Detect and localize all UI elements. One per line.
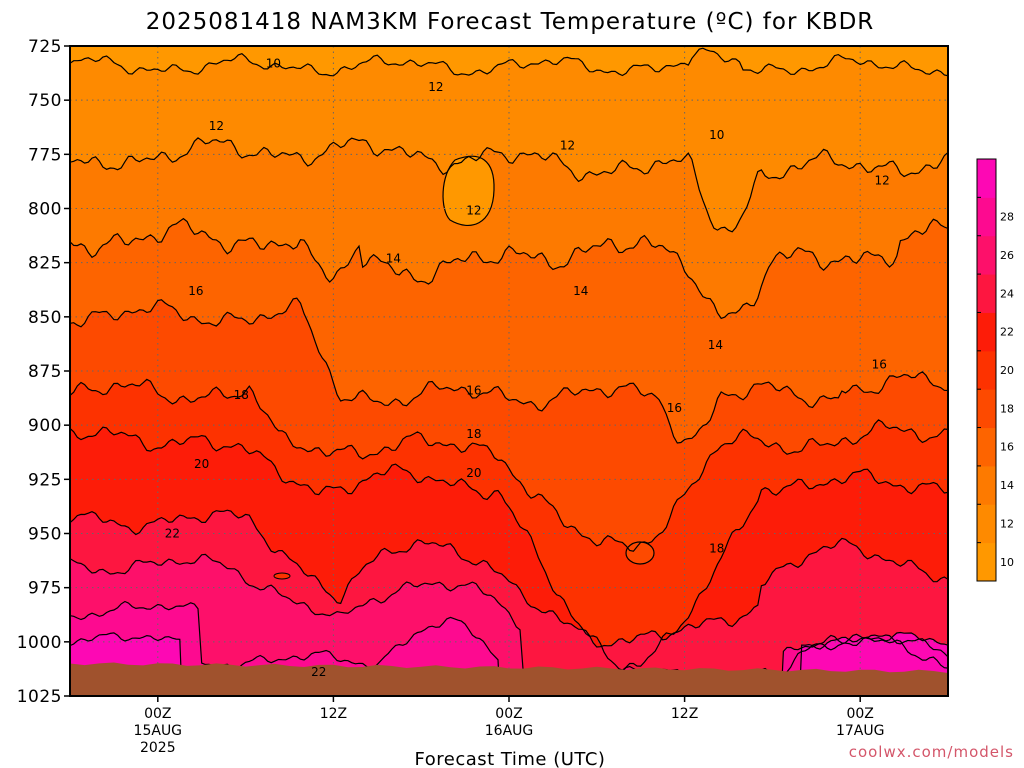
x-tick-date-0: 15AUG xyxy=(134,723,183,739)
colorbar-segment-0 xyxy=(977,542,996,582)
contour-line-28 xyxy=(70,631,948,696)
contour-label-3: 12 xyxy=(560,139,575,153)
y-tick-label-975: 975 xyxy=(28,579,62,599)
contour-line-16 xyxy=(70,297,948,444)
colorbar-segment-9 xyxy=(977,197,996,237)
colorbar-segment-3 xyxy=(977,427,996,467)
contour-line-14 xyxy=(70,217,948,320)
contour-label-8: 16 xyxy=(188,284,203,298)
y-tick-label-900: 900 xyxy=(28,416,62,436)
colorbar-segment-1 xyxy=(977,504,996,544)
x-tick-label-2: 00Z xyxy=(495,706,522,722)
contour-label-10: 14 xyxy=(708,338,723,352)
colorbar-frame xyxy=(976,158,997,582)
contour-label-19: 18 xyxy=(709,542,724,556)
contour-label-12: 16 xyxy=(466,384,481,398)
contour-line-12 xyxy=(70,137,948,233)
colorbar-label-3: 16 xyxy=(1000,441,1014,454)
contour-label-4: 10 xyxy=(709,128,724,142)
contour-label-7: 14 xyxy=(386,251,401,265)
x-axis-label: Forecast Time (UTC) xyxy=(415,749,606,768)
colorbar-segment-2 xyxy=(977,465,996,505)
x-tick-label-0: 00Z xyxy=(144,706,171,722)
contour-label-5: 12 xyxy=(466,204,481,218)
warm-patch-18 xyxy=(625,541,655,565)
contour-label-16: 20 xyxy=(194,457,209,471)
colorbar-label-2: 14 xyxy=(1000,479,1014,492)
contour-line-22 xyxy=(70,509,948,648)
contour-label-15: 18 xyxy=(466,427,481,441)
chart-title: 2025081418 NAM3KM Forecast Temperature (… xyxy=(146,9,875,35)
colorbar-segment-5 xyxy=(977,350,996,390)
contour-line-10 xyxy=(70,47,948,77)
y-tick-label-800: 800 xyxy=(28,200,62,220)
contour-label-6: 12 xyxy=(875,173,890,187)
contour-labels: 10 12 12 12 10 12 12 14 16 14 14 18 16 16 16 18 20 20 22 18… xyxy=(165,56,890,679)
x-tick-label-3: 12Z xyxy=(671,706,698,722)
contour-label-0: 10 xyxy=(266,56,281,70)
colorbar: 10 12 14 16 18 20 22 24 26 28 xyxy=(976,158,1014,582)
colorbar-segment-6 xyxy=(977,312,996,352)
warm-patch-20 xyxy=(273,572,291,580)
colorbar-segment-8 xyxy=(977,235,996,275)
x-tick-label-1: 12Z xyxy=(320,706,347,722)
y-tick-label-950: 950 xyxy=(28,525,62,545)
contour-label-2: 12 xyxy=(209,119,224,133)
ground-surface xyxy=(70,662,948,696)
x-tick-year-0: 2025 xyxy=(140,740,176,756)
contour-label-14: 16 xyxy=(872,358,887,372)
x-tick-label-4: 00Z xyxy=(846,706,873,722)
colorbar-label-0: 10 xyxy=(1000,556,1014,569)
colorbar-label-9: 28 xyxy=(1000,211,1014,224)
contour-label-13: 16 xyxy=(667,401,682,415)
x-tick-date-2: 16AUG xyxy=(485,723,534,739)
y-tick-label-1025: 1025 xyxy=(17,687,62,707)
y-axis: 725 750 775 800 825 850 875 900 925 950 975 1000 102… xyxy=(17,37,70,707)
y-tick-label-775: 775 xyxy=(28,145,62,165)
x-tick-date-4: 17AUG xyxy=(836,723,885,739)
contour-label-9: 14 xyxy=(573,284,588,298)
plot-area xyxy=(70,46,948,696)
colorbar-label-4: 18 xyxy=(1000,402,1014,415)
contour-line-18 xyxy=(70,378,948,552)
contour-label-18: 22 xyxy=(165,527,180,541)
contour-label-11: 18 xyxy=(234,388,249,402)
colorbar-label-7: 24 xyxy=(1000,287,1014,300)
colorbar-segment-7 xyxy=(977,274,996,313)
contour-label-1: 12 xyxy=(428,80,443,94)
colorbar-label-8: 26 xyxy=(1000,249,1014,262)
temperature-bands xyxy=(70,48,948,696)
y-tick-label-725: 725 xyxy=(28,37,62,57)
y-tick-label-1000: 1000 xyxy=(17,633,62,653)
colorbar-segment-10 xyxy=(977,159,996,198)
colorbar-label-5: 20 xyxy=(1000,364,1014,377)
y-tick-label-925: 925 xyxy=(28,470,62,490)
contour-lines xyxy=(70,47,948,696)
colorbar-label-6: 22 xyxy=(1000,326,1014,339)
y-tick-label-825: 825 xyxy=(28,254,62,274)
y-tick-label-875: 875 xyxy=(28,362,62,382)
y-tick-label-750: 750 xyxy=(28,91,62,111)
contour-label-17: 20 xyxy=(466,466,481,480)
colorbar-label-1: 12 xyxy=(1000,518,1014,531)
y-tick-label-850: 850 xyxy=(28,308,62,328)
credit-text: coolwx.com/models xyxy=(849,743,1014,761)
colorbar-segment-4 xyxy=(977,389,996,429)
contour-line-20 xyxy=(70,426,948,671)
contour-label-20: 22 xyxy=(311,665,326,679)
